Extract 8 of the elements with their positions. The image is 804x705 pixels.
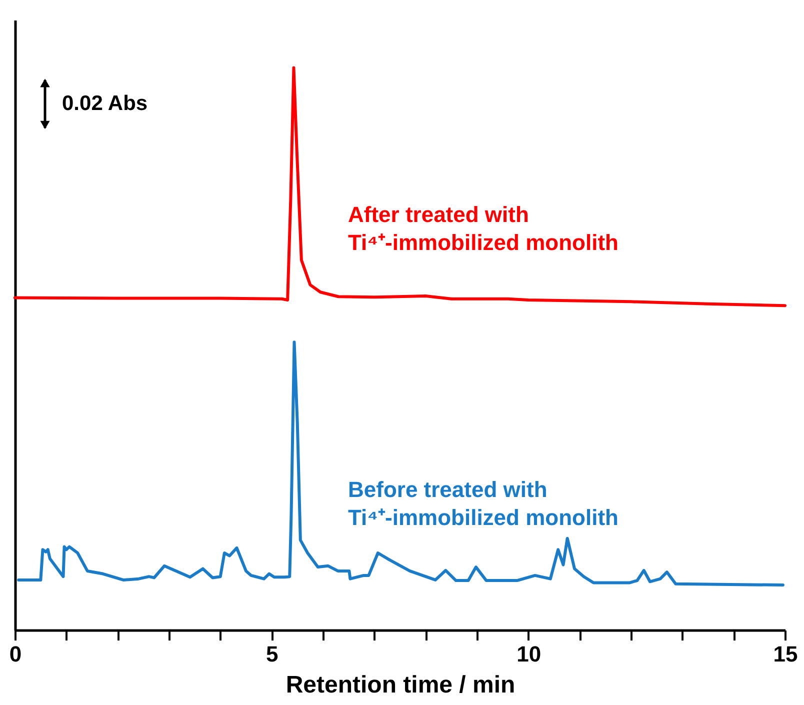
annotation: 0.02 Abs — [62, 92, 148, 115]
x-axis-title: Retention time / min — [286, 672, 516, 698]
x-tick-label: 5 — [266, 642, 278, 666]
x-tick-label: 10 — [516, 642, 542, 666]
x-tick-label: 15 — [773, 642, 798, 666]
x-tick-label: 0 — [9, 642, 22, 666]
series-label: After treated with Ti⁴⁺-immobilized monolith — [348, 202, 618, 255]
series-label: Before treated with Ti⁴⁺-immobilized monolith — [348, 477, 618, 530]
